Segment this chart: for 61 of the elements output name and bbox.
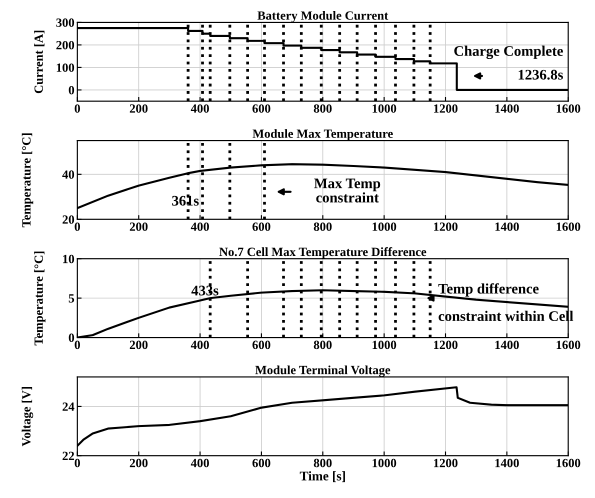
y-tick-label: 20 bbox=[62, 215, 74, 224]
y-tick-label: 200 bbox=[56, 40, 74, 50]
y-tick-label: 5 bbox=[68, 294, 74, 303]
y-axis-title: Current [A] bbox=[34, 30, 44, 94]
x-tick-label: 0 bbox=[74, 340, 80, 350]
y-tick-label: 0 bbox=[68, 334, 74, 342]
y-axis-title: Voltage [V] bbox=[22, 387, 34, 446]
x-tick-label: 1000 bbox=[372, 340, 396, 350]
y-tick-label: 10 bbox=[63, 254, 74, 264]
annotation: 433s bbox=[191, 286, 218, 296]
x-tick-label: 600 bbox=[252, 222, 270, 231]
x-tick-label: 1400 bbox=[495, 458, 519, 468]
x-tick-label: 200 bbox=[130, 458, 148, 468]
y-tick-label: 300 bbox=[56, 18, 74, 27]
x-tick-label: 0 bbox=[74, 222, 80, 231]
x-tick-label: 400 bbox=[190, 222, 209, 231]
x-tick-label: 1600 bbox=[556, 458, 580, 468]
x-tick-label: 1600 bbox=[556, 104, 580, 113]
x-tick-label: 800 bbox=[314, 104, 332, 113]
y-tick-label: 24 bbox=[62, 402, 74, 411]
x-tick-label: 800 bbox=[314, 340, 332, 350]
x-tick-label: 600 bbox=[252, 104, 270, 113]
x-tick-label: 1400 bbox=[495, 222, 519, 231]
x-axis-title: Time [s] bbox=[300, 471, 345, 482]
y-axis-title: Temperature [°C] bbox=[22, 133, 34, 228]
x-tick-label: 1400 bbox=[495, 104, 519, 113]
x-tick-label: 400 bbox=[190, 340, 209, 350]
x-tick-label: 1000 bbox=[372, 104, 396, 113]
x-tick-label: 400 bbox=[190, 104, 209, 113]
x-tick-label: 200 bbox=[130, 104, 148, 113]
x-tick-label: 600 bbox=[252, 340, 270, 350]
y-tick-label: 40 bbox=[62, 170, 74, 179]
annotation: Charge Complete bbox=[454, 46, 563, 60]
annotation: Max Temp constraint bbox=[314, 178, 380, 203]
x-tick-label: 1200 bbox=[434, 340, 458, 350]
chart-title: Battery Module Current bbox=[257, 10, 388, 22]
x-tick-label: 200 bbox=[130, 340, 148, 350]
x-tick-label: 1200 bbox=[434, 458, 458, 468]
x-tick-label: 200 bbox=[130, 222, 148, 231]
x-tick-label: 1000 bbox=[372, 222, 396, 231]
x-tick-label: 1200 bbox=[434, 222, 458, 231]
chart-title: Module Max Temperature bbox=[252, 129, 393, 140]
x-tick-label: 1200 bbox=[434, 104, 458, 113]
x-tick-label: 400 bbox=[190, 458, 209, 468]
x-tick-label: 1000 bbox=[372, 458, 396, 468]
x-tick-label: 800 bbox=[314, 222, 332, 231]
annotation: 1236.8s bbox=[518, 70, 563, 80]
x-tick-label: 1600 bbox=[556, 222, 580, 231]
x-tick-label: 0 bbox=[74, 104, 80, 113]
chart-title: Module Terminal Voltage bbox=[255, 365, 390, 377]
y-tick-label: 100 bbox=[56, 63, 74, 72]
x-tick-label: 600 bbox=[252, 458, 270, 468]
chart-title: No.7 Cell Max Temperature Difference bbox=[219, 247, 426, 259]
x-tick-label: 1400 bbox=[495, 340, 519, 350]
y-tick-label: 22 bbox=[62, 452, 74, 460]
y-axis-title: Temperature [°C] bbox=[34, 252, 46, 346]
y-tick-label: 0 bbox=[68, 86, 74, 94]
x-tick-label: 1600 bbox=[556, 340, 580, 350]
x-tick-label: 800 bbox=[314, 458, 332, 468]
annotation: 361s bbox=[172, 196, 199, 206]
x-tick-label: 0 bbox=[74, 458, 80, 468]
